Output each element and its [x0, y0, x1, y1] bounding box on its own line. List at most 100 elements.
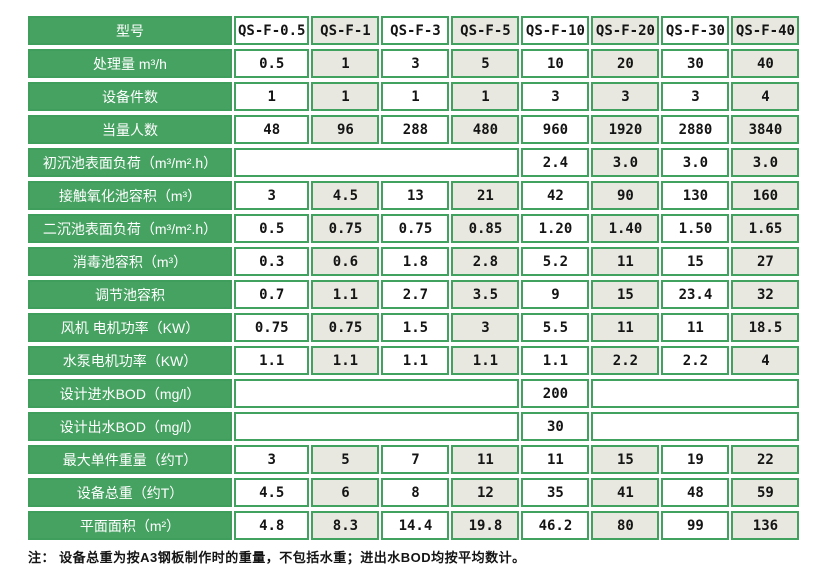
table-row: 初沉池表面负荷（m³/m².h） 2.4 3.0 3.0 3.0: [28, 148, 800, 177]
value-cell: 40: [731, 49, 800, 78]
value-cell: 35: [521, 478, 590, 507]
row-label: 处理量 m³/h: [28, 49, 232, 78]
value-cell: 1.1: [381, 346, 450, 375]
value-cell: 5.2: [521, 247, 590, 276]
value-cell: 0.5: [234, 214, 310, 243]
value-cell: 8: [381, 478, 450, 507]
value-cell: 288: [381, 115, 450, 144]
value-cell: 11: [451, 445, 520, 474]
value-cell: 15: [661, 247, 730, 276]
value-cell: [234, 379, 520, 408]
value-cell: 480: [451, 115, 520, 144]
value-cell: 3840: [731, 115, 800, 144]
value-cell: 30: [521, 412, 590, 441]
value-cell: 3: [521, 82, 590, 111]
value-cell: [234, 148, 520, 177]
table-row: 处理量 m³/h 0.5 1 3 5 10 20 30 40: [28, 49, 800, 78]
column-header: QS-F-5: [451, 16, 520, 45]
value-cell: 1.40: [591, 214, 660, 243]
value-cell: 1: [311, 49, 380, 78]
value-cell: 130: [661, 181, 730, 210]
row-label: 接触氧化池容积（m³）: [28, 181, 232, 210]
value-cell: 9: [521, 280, 590, 309]
value-cell: 3: [234, 445, 310, 474]
table-row: 当量人数 48 96 288 480 960 1920 2880 3840: [28, 115, 800, 144]
value-cell: 59: [731, 478, 800, 507]
corner-header: 型号: [28, 16, 232, 45]
value-cell: 19: [661, 445, 730, 474]
table-row: 消毒池容积（m³） 0.3 0.6 1.8 2.8 5.2 11 15 27: [28, 247, 800, 276]
row-label: 水泵电机功率（KW）: [28, 346, 232, 375]
row-label: 风机 电机功率（KW）: [28, 313, 232, 342]
value-cell: 19.8: [451, 511, 520, 540]
footnote: 注： 设备总重为按A3钢板制作时的重量，不包括水重；进出水BOD均按平均数计。: [28, 550, 526, 565]
value-cell: [591, 379, 800, 408]
value-cell: 1.1: [311, 346, 380, 375]
value-cell: [234, 412, 520, 441]
table-row: 二沉池表面负荷（m³/m².h） 0.5 0.75 0.75 0.85 1.20 1.40 1…: [28, 214, 800, 243]
value-cell: 8.3: [311, 511, 380, 540]
value-cell: 0.75: [311, 214, 380, 243]
table-row: 设计出水BOD（mg/l） 30: [28, 412, 800, 441]
value-cell: 2.4: [521, 148, 590, 177]
value-cell: 200: [521, 379, 590, 408]
value-cell: 23.4: [661, 280, 730, 309]
table-row: 最大单件重量（约T） 3 5 7 11 11 15 19 22: [28, 445, 800, 474]
row-label: 设计进水BOD（mg/l）: [28, 379, 232, 408]
value-cell: 20: [591, 49, 660, 78]
value-cell: 3.0: [731, 148, 800, 177]
value-cell: 1.8: [381, 247, 450, 276]
value-cell: 10: [521, 49, 590, 78]
value-cell: 5: [451, 49, 520, 78]
column-header: QS-F-1: [311, 16, 380, 45]
value-cell: 3.0: [591, 148, 660, 177]
row-label: 平面面积（m²）: [28, 511, 232, 540]
value-cell: 99: [661, 511, 730, 540]
column-header: QS-F-20: [591, 16, 660, 45]
value-cell: 3.5: [451, 280, 520, 309]
value-cell: 4.5: [311, 181, 380, 210]
value-cell: 1.50: [661, 214, 730, 243]
value-cell: 0.6: [311, 247, 380, 276]
table-row: 风机 电机功率（KW） 0.75 0.75 1.5 3 5.5 11 11 18.5: [28, 313, 800, 342]
value-cell: 1.1: [521, 346, 590, 375]
value-cell: 1.1: [451, 346, 520, 375]
value-cell: 1.65: [731, 214, 800, 243]
value-cell: 5: [311, 445, 380, 474]
value-cell: 32: [731, 280, 800, 309]
row-label: 最大单件重量（约T）: [28, 445, 232, 474]
value-cell: 1: [311, 82, 380, 111]
value-cell: 0.75: [381, 214, 450, 243]
row-label: 设备件数: [28, 82, 232, 111]
value-cell: 2.7: [381, 280, 450, 309]
value-cell: 960: [521, 115, 590, 144]
row-label: 设计出水BOD（mg/l）: [28, 412, 232, 441]
column-header: QS-F-3: [381, 16, 450, 45]
value-cell: 4: [731, 82, 800, 111]
table-row: 平面面积（m²） 4.8 8.3 14.4 19.8 46.2 80 99 136: [28, 511, 800, 540]
header-row: 型号 QS-F-0.5 QS-F-1 QS-F-3 QS-F-5 QS-F-10 QS-F…: [28, 16, 800, 45]
value-cell: 12: [451, 478, 520, 507]
value-cell: 4.8: [234, 511, 310, 540]
value-cell: 3: [234, 181, 310, 210]
column-header: QS-F-10: [521, 16, 590, 45]
value-cell: 3: [381, 49, 450, 78]
spec-table: 型号 QS-F-0.5 QS-F-1 QS-F-3 QS-F-5 QS-F-10 QS-F…: [26, 12, 801, 544]
value-cell: 4: [731, 346, 800, 375]
value-cell: 6: [311, 478, 380, 507]
value-cell: 11: [591, 247, 660, 276]
value-cell: 96: [311, 115, 380, 144]
value-cell: 1: [451, 82, 520, 111]
value-cell: 0.75: [311, 313, 380, 342]
value-cell: 2.8: [451, 247, 520, 276]
value-cell: 13: [381, 181, 450, 210]
value-cell: 21: [451, 181, 520, 210]
value-cell: 7: [381, 445, 450, 474]
value-cell: 4.5: [234, 478, 310, 507]
column-header: QS-F-0.5: [234, 16, 310, 45]
value-cell: 0.85: [451, 214, 520, 243]
value-cell: 0.3: [234, 247, 310, 276]
row-label: 初沉池表面负荷（m³/m².h）: [28, 148, 232, 177]
value-cell: 22: [731, 445, 800, 474]
value-cell: 41: [591, 478, 660, 507]
